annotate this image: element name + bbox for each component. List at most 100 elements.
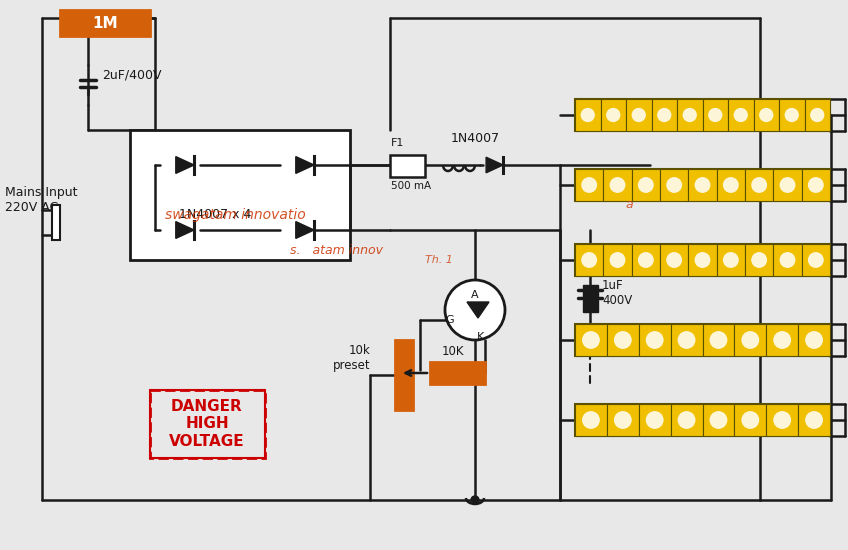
Bar — [583, 300, 598, 312]
Text: 1uF
400V: 1uF 400V — [602, 279, 633, 307]
Bar — [430, 362, 485, 384]
Circle shape — [657, 108, 672, 122]
Circle shape — [751, 177, 767, 193]
Bar — [607, 324, 639, 356]
Bar — [671, 324, 702, 356]
Text: s.   atam innov: s. atam innov — [290, 244, 383, 256]
Bar — [575, 99, 830, 131]
Bar — [767, 324, 798, 356]
Bar — [660, 169, 689, 201]
Circle shape — [695, 252, 711, 268]
Bar — [575, 324, 607, 356]
Text: Mains Input
220V AC: Mains Input 220V AC — [5, 186, 77, 214]
Text: a: a — [625, 199, 633, 212]
Bar — [575, 404, 607, 436]
Text: F1: F1 — [391, 138, 404, 148]
Circle shape — [667, 177, 682, 193]
Circle shape — [581, 177, 597, 193]
Bar — [583, 285, 598, 297]
Bar — [745, 169, 773, 201]
Bar — [390, 155, 425, 177]
Text: K: K — [477, 332, 483, 342]
Bar — [575, 99, 600, 131]
Circle shape — [606, 108, 621, 122]
Circle shape — [708, 108, 722, 122]
Bar — [60, 10, 150, 36]
Circle shape — [683, 108, 697, 122]
Circle shape — [722, 177, 739, 193]
Text: 1N4007: 1N4007 — [450, 132, 499, 145]
Circle shape — [638, 177, 654, 193]
Bar — [689, 169, 717, 201]
Bar — [767, 404, 798, 436]
Circle shape — [646, 331, 664, 349]
Bar — [632, 169, 660, 201]
Bar — [734, 404, 767, 436]
Circle shape — [773, 411, 791, 429]
Bar — [639, 324, 671, 356]
Circle shape — [582, 331, 600, 349]
Bar — [130, 130, 350, 260]
Bar — [575, 169, 830, 201]
Circle shape — [471, 496, 479, 504]
Bar — [52, 205, 60, 240]
Bar — [575, 324, 830, 356]
Circle shape — [581, 252, 597, 268]
Circle shape — [722, 252, 739, 268]
Bar — [689, 244, 717, 276]
Bar — [728, 99, 754, 131]
Bar — [660, 244, 689, 276]
Bar — [639, 404, 671, 436]
Circle shape — [610, 252, 626, 268]
Circle shape — [445, 280, 505, 340]
Bar — [626, 99, 651, 131]
Text: A: A — [471, 290, 479, 300]
Bar — [671, 404, 702, 436]
Circle shape — [678, 411, 695, 429]
Text: 2uF/400V: 2uF/400V — [102, 69, 161, 81]
Circle shape — [773, 331, 791, 349]
Circle shape — [710, 331, 728, 349]
Polygon shape — [467, 302, 489, 318]
Bar — [717, 244, 745, 276]
Bar — [801, 244, 830, 276]
Bar — [702, 324, 734, 356]
Bar — [575, 404, 830, 436]
Circle shape — [614, 331, 632, 349]
Bar — [575, 244, 603, 276]
Circle shape — [808, 177, 823, 193]
Circle shape — [646, 411, 664, 429]
Bar — [805, 99, 830, 131]
Circle shape — [805, 411, 823, 429]
Circle shape — [808, 252, 823, 268]
Bar — [150, 390, 265, 458]
Bar — [603, 244, 632, 276]
Bar — [754, 99, 779, 131]
Circle shape — [582, 411, 600, 429]
Bar — [632, 244, 660, 276]
Circle shape — [741, 331, 759, 349]
Polygon shape — [176, 222, 194, 238]
Bar — [702, 99, 728, 131]
Circle shape — [759, 108, 773, 122]
Text: DANGER
HIGH
VOLTAGE: DANGER HIGH VOLTAGE — [170, 399, 245, 449]
Bar — [677, 99, 702, 131]
Text: swagatam innovatio: swagatam innovatio — [165, 208, 306, 222]
Circle shape — [610, 177, 626, 193]
Circle shape — [678, 331, 695, 349]
Circle shape — [751, 252, 767, 268]
Bar — [798, 404, 830, 436]
Bar — [607, 404, 639, 436]
Bar — [603, 169, 632, 201]
Circle shape — [779, 177, 795, 193]
Circle shape — [741, 411, 759, 429]
Circle shape — [810, 108, 824, 122]
Bar — [575, 244, 830, 276]
Bar — [734, 324, 767, 356]
Circle shape — [614, 411, 632, 429]
Circle shape — [779, 252, 795, 268]
Polygon shape — [176, 157, 194, 173]
Circle shape — [581, 108, 595, 122]
Circle shape — [805, 331, 823, 349]
Bar — [575, 169, 603, 201]
